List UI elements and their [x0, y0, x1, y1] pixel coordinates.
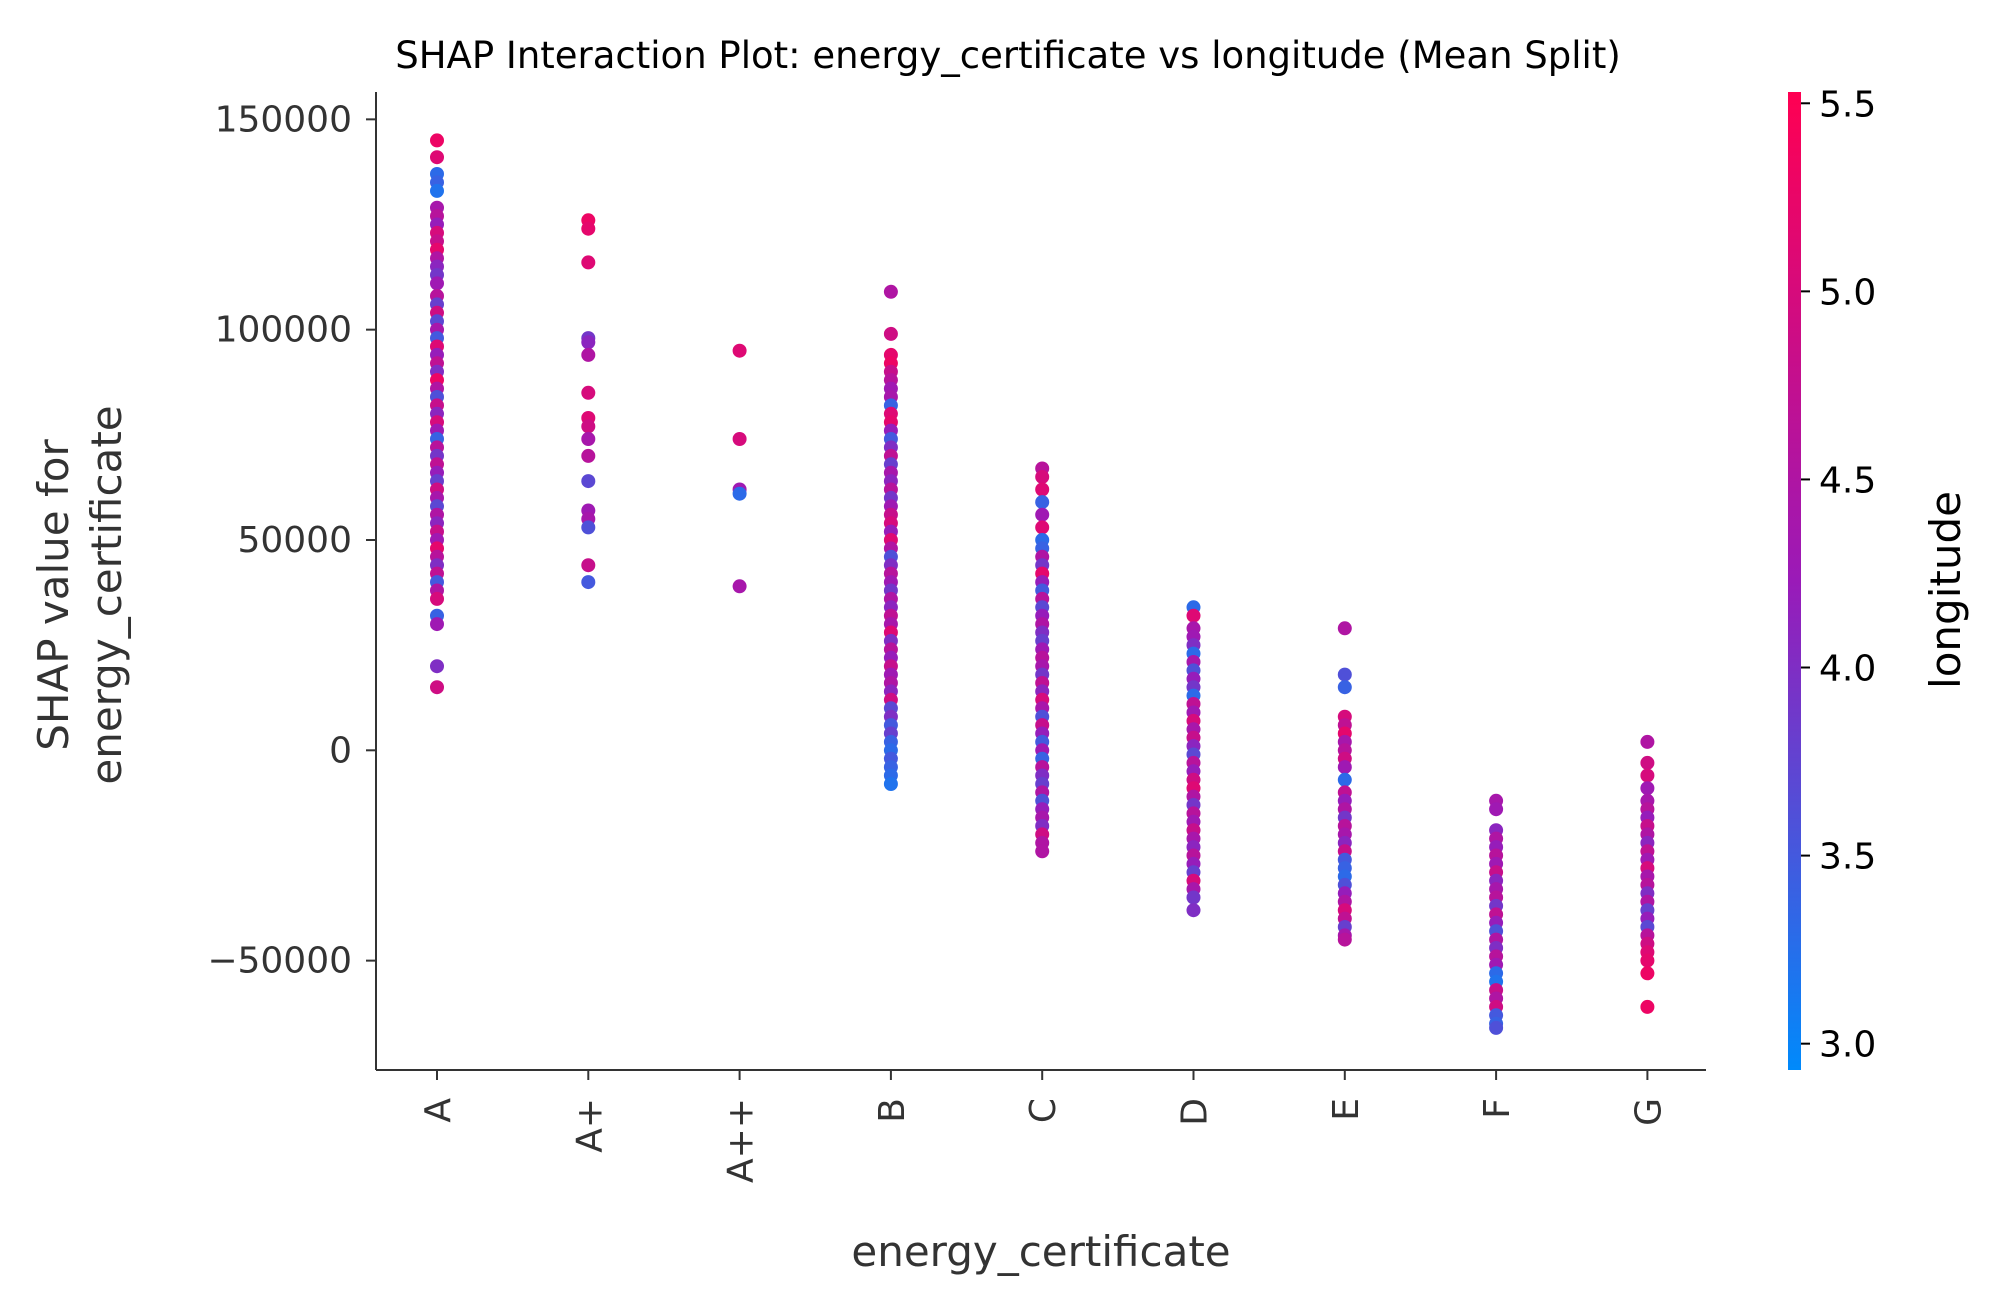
- y-axis-ticks: 150000 100000 50000 0 −50000: [207, 99, 376, 982]
- colorbar: [1788, 92, 1801, 1070]
- scatter-point: [1186, 903, 1201, 918]
- scatter-point: [1035, 844, 1050, 859]
- scatter-point: [1035, 495, 1050, 510]
- scatter-point: [581, 575, 596, 590]
- y-axis-label-line2: energy_certificate: [82, 405, 131, 784]
- scatter-point: [430, 591, 444, 606]
- scatter-point: [1035, 507, 1050, 522]
- scatter-point: [1186, 890, 1201, 905]
- colorbar-tick-label: 5.5: [1819, 84, 1876, 125]
- colorbar-tick-label: 4.5: [1819, 460, 1876, 501]
- scatter-point: [1337, 760, 1352, 775]
- colorbar-tick-label: 3.0: [1819, 1025, 1876, 1066]
- x-tick-label: C: [1023, 1098, 1064, 1123]
- x-tick-label: D: [1175, 1098, 1216, 1126]
- x-tick-label: A++: [721, 1098, 762, 1183]
- colorbar-tick-label: 4.0: [1819, 649, 1876, 690]
- scatter-point: [732, 432, 747, 446]
- scatter-point: [732, 343, 747, 358]
- y-tick-label: −50000: [207, 941, 352, 982]
- scatter-point: [1035, 482, 1050, 497]
- scatter-point: [1489, 1020, 1504, 1035]
- scatter-point: [1035, 469, 1050, 484]
- x-tick-label: A+: [569, 1098, 610, 1153]
- y-axis-label: SHAP value for energy_certificate: [29, 405, 131, 784]
- x-axis-label: energy_certificate: [851, 1227, 1230, 1276]
- scatter-point: [1337, 772, 1352, 787]
- x-tick-label: B: [872, 1098, 913, 1123]
- scatter-point: [732, 486, 747, 501]
- x-tick-label: E: [1326, 1098, 1367, 1121]
- colorbar-tick-label: 5.0: [1819, 272, 1876, 313]
- scatter-point: [883, 284, 898, 299]
- scatter-point: [1186, 608, 1201, 623]
- x-tick-label: A: [418, 1098, 459, 1123]
- y-tick-label: 150000: [215, 99, 352, 140]
- x-axis-ticks: A A+ A++ B C D E F G: [418, 1070, 1669, 1183]
- scatter-points: [430, 133, 1655, 1035]
- scatter-point: [581, 558, 596, 573]
- y-tick-label: 0: [329, 730, 352, 771]
- scatter-point: [1640, 755, 1655, 770]
- scatter-point: [1035, 520, 1050, 535]
- scatter-point: [581, 221, 596, 236]
- colorbar-tick-label: 3.5: [1819, 837, 1876, 878]
- scatter-point: [883, 326, 898, 341]
- scatter-point: [1640, 999, 1655, 1014]
- y-tick-label: 50000: [237, 520, 352, 561]
- scatter-point: [883, 777, 898, 791]
- scatter-point: [581, 335, 596, 350]
- scatter-point: [430, 276, 444, 291]
- scatter-point: [430, 150, 444, 165]
- scatter-point: [430, 133, 444, 148]
- scatter-point: [581, 347, 596, 362]
- scatter-point: [1640, 781, 1655, 796]
- scatter-point: [430, 659, 444, 674]
- scatter-point: [581, 419, 596, 434]
- x-tick-label: F: [1477, 1098, 1518, 1119]
- scatter-point: [1337, 680, 1352, 695]
- scatter-point: [1640, 768, 1655, 783]
- scatter-point: [581, 255, 596, 270]
- scatter-point: [1489, 802, 1504, 817]
- scatter-point: [581, 385, 596, 400]
- scatter-point: [581, 432, 596, 446]
- y-tick-label: 100000: [215, 310, 352, 351]
- scatter-point: [1640, 734, 1655, 749]
- scatter-point: [1640, 953, 1655, 968]
- scatter-point: [1337, 932, 1352, 947]
- x-tick-label: G: [1628, 1098, 1669, 1126]
- scatter-point: [732, 579, 747, 594]
- scatter-point: [1337, 667, 1352, 682]
- scatter-point: [1640, 966, 1655, 981]
- colorbar-label: longitude: [1921, 491, 1970, 689]
- colorbar-ticks: 5.5 5.0 4.5 4.0 3.5 3.0: [1801, 84, 1876, 1066]
- scatter-point: [430, 680, 444, 695]
- scatter-point: [1337, 621, 1352, 636]
- scatter-point: [581, 448, 596, 463]
- scatter-point: [581, 520, 596, 535]
- scatter-point: [581, 474, 596, 489]
- y-axis-label-line1: SHAP value for: [29, 439, 78, 751]
- scatter-point: [430, 183, 444, 198]
- chart-title: SHAP Interaction Plot: energy_certificat…: [395, 34, 1621, 77]
- scatter-point: [430, 617, 444, 632]
